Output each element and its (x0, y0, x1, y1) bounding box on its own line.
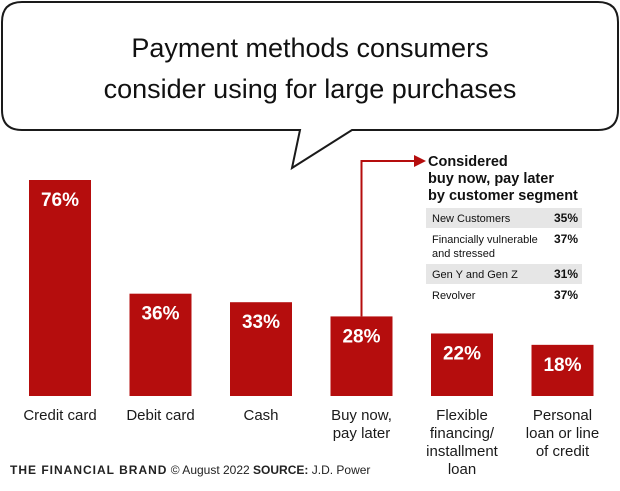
category-label-3-0: Buy now, (331, 407, 392, 424)
category-label-4-1: financing/ (430, 425, 495, 442)
bar-2 (230, 302, 292, 396)
segment-row-1 (426, 229, 582, 263)
segment-label-2-0: Gen Y and Gen Z (432, 269, 518, 281)
callout-connector (360, 160, 414, 317)
title-bubble (1, 1, 619, 171)
segment-label-0-0: New Customers (432, 213, 511, 225)
segment-label-1-1: and stressed (432, 248, 495, 260)
footer-source: J.D. Power (311, 463, 371, 477)
category-label-0-0: Credit card (23, 407, 96, 424)
bar-4 (431, 333, 493, 396)
category-label-3-1: pay later (333, 425, 391, 442)
bars-layer: 76% Credit card 36% Debit card 33% Cash 28% Buy… (23, 180, 599, 478)
footer-source-label: SOURCE: (253, 463, 309, 477)
footer: THE FINANCIAL BRAND © August 2022 SOURCE… (10, 463, 370, 477)
segment-row-2 (426, 264, 582, 284)
segment-label-1-0: Financially vulnerable (432, 234, 538, 246)
category-label-4-3: loan (448, 461, 476, 478)
chart-title-line-1: Payment methods consumers (131, 33, 488, 63)
segment-row-3 (426, 285, 582, 305)
callout-arrow-head (414, 155, 426, 167)
bar-value-label-2: 33% (242, 312, 280, 333)
chart-title-line-2: consider using for large purchases (104, 74, 517, 104)
bar-value-label-3: 28% (342, 326, 380, 347)
bar-3 (330, 316, 393, 396)
bar-value-label-1: 36% (141, 304, 179, 325)
bar-0 (29, 180, 91, 396)
callout-heading-line-2: by customer segment (428, 188, 578, 204)
callout-heading-line-1: buy now, pay later (428, 171, 554, 187)
category-label-1-0: Debit card (126, 407, 194, 424)
bar-value-label-5: 18% (543, 355, 581, 376)
segment-value-0: 35% (554, 211, 578, 225)
bar-value-label-0: 76% (41, 190, 79, 211)
segment-value-1: 37% (554, 232, 578, 246)
segment-label-3-0: Revolver (432, 290, 476, 302)
footer-brand: THE FINANCIAL BRAND (10, 463, 168, 477)
category-label-5-2: of credit (536, 443, 590, 460)
bar-5 (531, 344, 594, 396)
segment-row-0 (426, 208, 582, 228)
category-label-2-0: Cash (243, 407, 278, 424)
footer-copyright: © August 2022 (170, 463, 250, 477)
callout-heading-line-0: Considered (428, 154, 508, 170)
segment-value-2: 31% (554, 267, 578, 281)
bar-value-label-4: 22% (443, 343, 481, 364)
category-label-5-1: loan or line (526, 425, 599, 442)
segment-value-3: 37% (554, 288, 578, 302)
category-label-4-2: installment (426, 443, 499, 460)
category-label-5-0: Personal (533, 407, 592, 424)
category-label-4-0: Flexible (436, 407, 488, 424)
bar-1 (129, 293, 192, 396)
